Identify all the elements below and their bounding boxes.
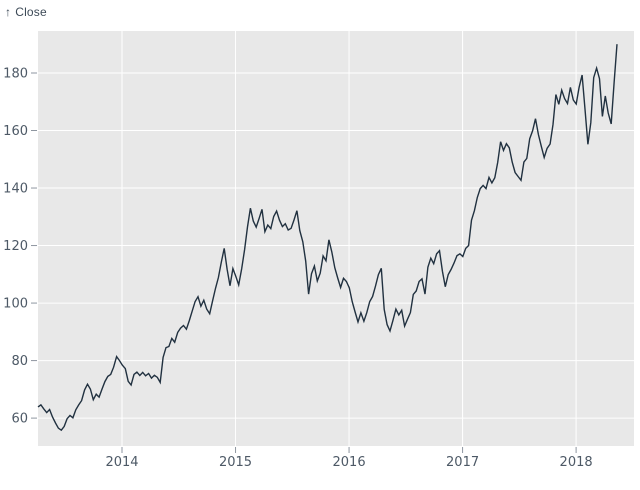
up-arrow-icon: ↑	[5, 5, 12, 19]
y-tick-label: 180	[3, 66, 28, 81]
y-tick-label: 80	[11, 354, 28, 369]
x-tick-label: 2015	[219, 455, 252, 470]
y-tick-label: 60	[11, 412, 28, 427]
close-price-line	[37, 44, 618, 432]
x-tick-label: 2014	[105, 455, 138, 470]
plot-area	[38, 31, 634, 446]
y-tick-label: 140	[3, 182, 28, 197]
y-axis-label: ↑ Close	[5, 5, 47, 19]
y-axis-label-text: Close	[15, 5, 47, 19]
x-tick-label: 2017	[446, 455, 479, 470]
y-tick-label: 100	[3, 297, 28, 312]
y-tick-label: 120	[3, 239, 28, 254]
x-tick-label: 2016	[333, 455, 366, 470]
x-tick-label: 2018	[560, 455, 593, 470]
y-tick-label: 160	[3, 124, 28, 139]
